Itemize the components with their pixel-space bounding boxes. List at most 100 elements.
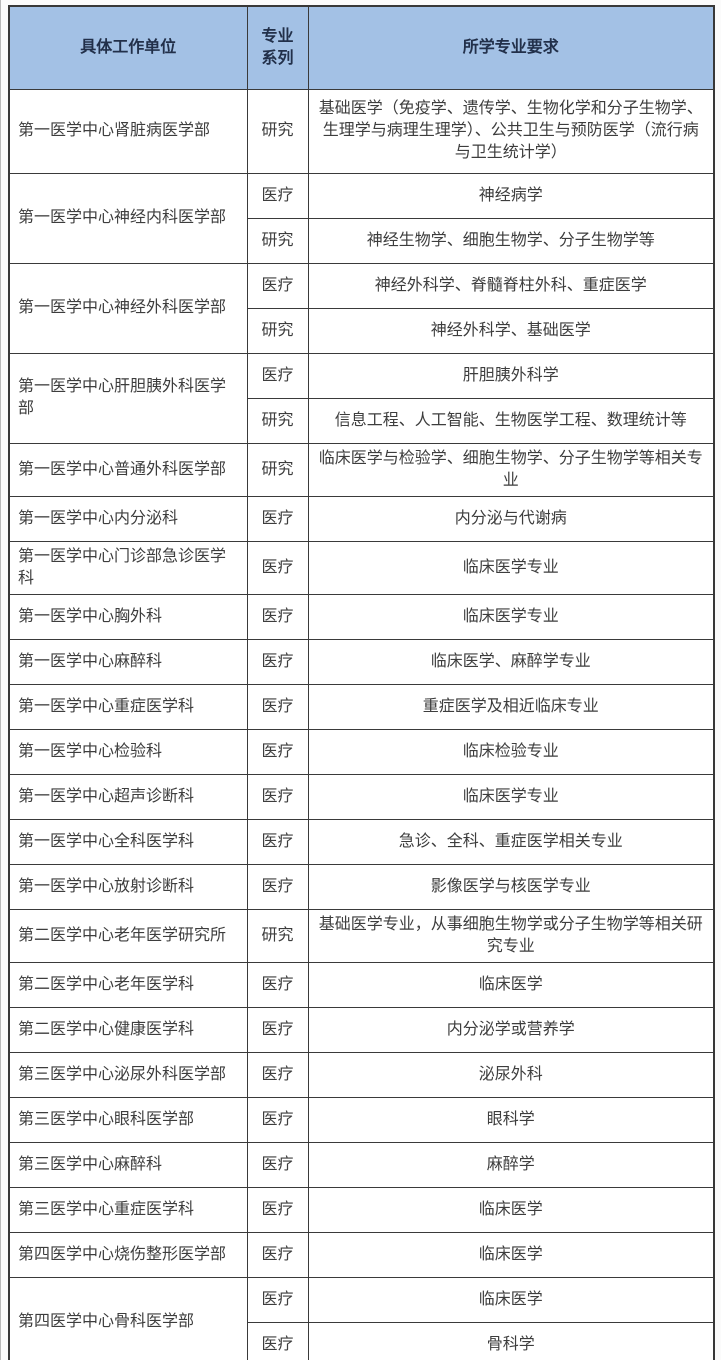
requirement-cell: 泌尿外科 [307,1051,715,1098]
header-row: 具体工作单位 专业系列 所学专业要求 [8,5,715,90]
requirement-cell: 眼科学 [307,1096,715,1143]
unit-cell: 第一医学中心全科医学科 [8,818,248,865]
table-row: 第三医学中心重症医学科 医疗 临床医学 [8,1186,715,1233]
table-row: 第一医学中心超声诊断科 医疗 临床医学专业 [8,773,715,820]
unit-cell: 第一医学中心胸外科 [8,593,248,640]
series-cell: 研究 [246,88,309,174]
series-cell: 医疗 [246,1141,309,1188]
series-cell: 医疗 [246,683,309,730]
series-cell: 医疗 [246,593,309,640]
requirement-cell: 临床医学专业 [307,773,715,820]
unit-cell: 第三医学中心麻醉科 [8,1141,248,1188]
requirement-cell: 临床检验专业 [307,728,715,775]
unit-cell: 第一医学中心重症医学科 [8,683,248,730]
table-row: 第一医学中心门诊部急诊医学科 医疗 临床医学专业 [8,540,715,595]
requirement-cell: 临床医学 [307,1186,715,1233]
table-row: 第一医学中心麻醉科 医疗 临床医学、麻醉学专业 [8,638,715,685]
series-cell: 医疗 [246,495,309,542]
table-header: 具体工作单位 专业系列 所学专业要求 [8,5,715,90]
series-cell: 医疗 [246,1276,309,1323]
requirement-cell: 内分泌与代谢病 [307,495,715,542]
unit-cell: 第一医学中心门诊部急诊医学科 [8,540,248,595]
unit-cell: 第一医学中心肝胆胰外科医学部 [8,352,248,444]
unit-cell: 第一医学中心神经内科医学部 [8,172,248,264]
unit-cell: 第一医学中心放射诊断科 [8,863,248,910]
table-body: 第一医学中心肾脏病医学部 研究 基础医学（免疫学、遗传学、生物化学和分子生物学、生理… [8,88,715,1360]
requirement-cell: 骨科学 [307,1321,715,1360]
unit-cell: 第一医学中心超声诊断科 [8,773,248,820]
series-cell: 医疗 [246,1006,309,1053]
requirement-cell: 临床医学 [307,961,715,1008]
requirement-cell: 重症医学及相近临床专业 [307,683,715,730]
requirement-cell: 肝胆胰外科学 [307,352,715,399]
series-cell: 医疗 [246,1186,309,1233]
table-row: 第四医学中心烧伤整形医学部 医疗 临床医学 [8,1231,715,1278]
series-cell: 医疗 [246,1051,309,1098]
unit-cell: 第一医学中心检验科 [8,728,248,775]
unit-cell: 第一医学中心神经外科医学部 [8,262,248,354]
unit-cell: 第四医学中心骨科医学部 [8,1276,248,1360]
table-row: 研究 神经生物学、细胞生物学、分子生物学等 [9,217,715,264]
series-cell: 医疗 [246,1096,309,1143]
table-row: 第一医学中心重症医学科 医疗 重症医学及相近临床专业 [8,683,715,730]
unit-cell: 第四医学中心烧伤整形医学部 [8,1231,248,1278]
table-row: 第一医学中心胸外科 医疗 临床医学专业 [8,593,715,640]
requirement-cell: 麻醉学 [307,1141,715,1188]
requirement-cell: 临床医学与检验学、细胞生物学、分子生物学等相关专业 [307,442,715,497]
requirement-cell: 临床医学专业 [307,540,715,595]
requirement-cell: 临床医学 [307,1231,715,1278]
unit-cell: 第一医学中心内分泌科 [8,495,248,542]
table-row: 第一医学中心放射诊断科 医疗 影像医学与核医学专业 [8,863,715,910]
table-row: 研究 神经外科学、基础医学 [9,307,715,354]
series-cell: 医疗 [246,172,309,219]
table-row: 第三医学中心麻醉科 医疗 麻醉学 [8,1141,715,1188]
table-row: 第二医学中心健康医学科 医疗 内分泌学或营养学 [8,1006,715,1053]
table-row: 第一医学中心神经外科医学部 医疗 神经外科学、脊髓脊柱外科、重症医学 [8,262,715,354]
unit-cell: 第一医学中心肾脏病医学部 [8,88,248,174]
unit-cell: 第三医学中心泌尿外科医学部 [8,1051,248,1098]
requirement-cell: 基础医学专业，从事细胞生物学或分子生物学等相关研究专业 [307,908,715,963]
requirement-cell: 影像医学与核医学专业 [307,863,715,910]
unit-cell: 第一医学中心麻醉科 [8,638,248,685]
table-row: 第三医学中心泌尿外科医学部 医疗 泌尿外科 [8,1051,715,1098]
requirement-cell: 基础医学（免疫学、遗传学、生物化学和分子生物学、生理学与病理生理学）、公共卫生与… [307,88,715,174]
requirement-cell: 急诊、全科、重症医学相关专业 [307,818,715,865]
series-cell: 医疗 [246,961,309,1008]
table-row: 第一医学中心肾脏病医学部 研究 基础医学（免疫学、遗传学、生物化学和分子生物学、生理… [8,88,715,174]
series-cell: 研究 [246,307,309,354]
series-cell: 医疗 [246,1321,309,1360]
series-cell: 研究 [246,908,309,963]
table-row: 第三医学中心眼科医学部 医疗 眼科学 [8,1096,715,1143]
unit-cell: 第三医学中心重症医学科 [8,1186,248,1233]
series-cell: 医疗 [246,540,309,595]
table-row: 研究 信息工程、人工智能、生物医学工程、数理统计等 [9,397,715,444]
requirement-cell: 内分泌学或营养学 [307,1006,715,1053]
series-cell: 医疗 [246,728,309,775]
table-row: 第一医学中心全科医学科 医疗 急诊、全科、重症医学相关专业 [8,818,715,865]
series-cell: 医疗 [246,818,309,865]
requirement-cell: 神经外科学、基础医学 [307,307,715,354]
header-requirement: 所学专业要求 [307,5,715,90]
table-row: 第一医学中心肝胆胰外科医学部 医疗 肝胆胰外科学 [8,352,715,444]
table-row: 第一医学中心内分泌科 医疗 内分泌与代谢病 [8,495,715,542]
requirement-cell: 临床医学、麻醉学专业 [307,638,715,685]
table-row: 第一医学中心神经内科医学部 医疗 神经病学 [8,172,715,264]
unit-cell: 第一医学中心普通外科医学部 [8,442,248,497]
recruitment-table: 具体工作单位 专业系列 所学专业要求 第一医学中心肾脏病医学部 研究 基础医学（免疫… [8,5,715,1360]
unit-cell: 第三医学中心眼科医学部 [8,1096,248,1143]
requirement-cell: 神经病学 [307,172,715,219]
series-cell: 医疗 [246,863,309,910]
series-cell: 医疗 [246,1231,309,1278]
table-row: 医疗 骨科学 [9,1321,715,1360]
table-row: 第二医学中心老年医学研究所 研究 基础医学专业，从事细胞生物学或分子生物学等相关研究… [8,908,715,963]
table-row: 第四医学中心骨科医学部 医疗 临床医学 [8,1276,715,1360]
series-cell: 医疗 [246,773,309,820]
header-series: 专业系列 [246,5,309,90]
header-unit: 具体工作单位 [8,5,248,90]
requirement-cell: 神经外科学、脊髓脊柱外科、重症医学 [307,262,715,309]
series-cell: 研究 [246,397,309,444]
series-cell: 医疗 [246,352,309,399]
table-row: 第一医学中心检验科 医疗 临床检验专业 [8,728,715,775]
series-cell: 研究 [246,442,309,497]
